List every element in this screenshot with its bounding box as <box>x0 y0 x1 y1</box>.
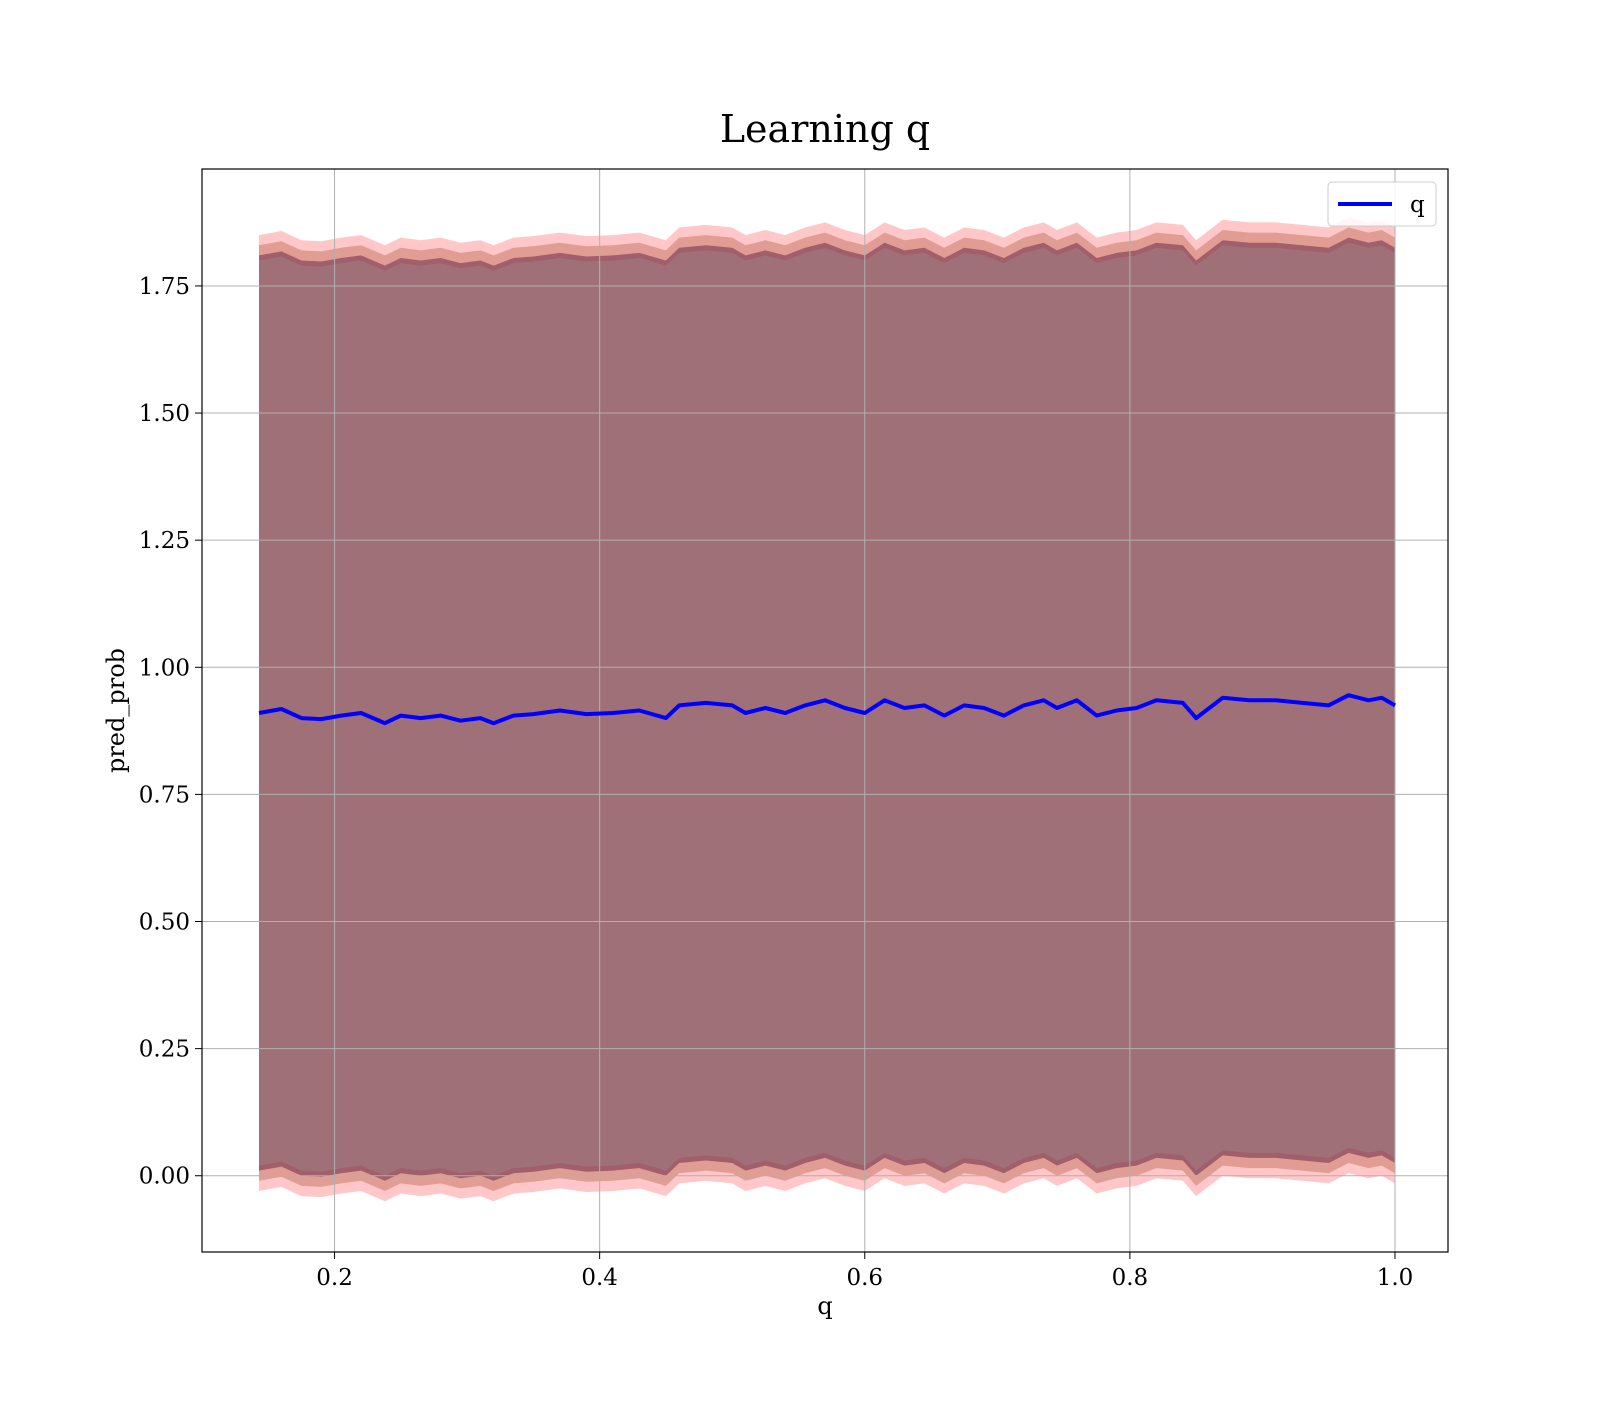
y-tick-label-7: 1.75 <box>139 274 190 300</box>
y-tick-label-6: 1.50 <box>139 401 190 427</box>
grid <box>202 169 1448 1252</box>
legend-label-q: q <box>1410 192 1425 218</box>
x-tick-label-0: 0.2 <box>316 1265 353 1291</box>
y-tick-label-1: 0.25 <box>139 1037 190 1063</box>
series-layer <box>258 693 1396 726</box>
ticks: 0.2 0.4 0.6 0.8 1.0 0.00 0.25 0.50 0.75 1.00 1.25 1… <box>139 274 1413 1291</box>
confidence-bands <box>259 217 1395 1202</box>
series-line-q <box>258 693 1396 726</box>
y-tick-label-3: 0.75 <box>139 782 190 808</box>
x-tick-label-3: 0.8 <box>1112 1265 1149 1291</box>
y-tick-label-0: 0.00 <box>139 1164 190 1190</box>
y-tick-label-4: 1.00 <box>139 655 190 681</box>
x-tick-label-4: 1.0 <box>1377 1265 1414 1291</box>
y-tick-label-2: 0.50 <box>139 910 190 936</box>
legend: q <box>1327 181 1437 227</box>
x-tick-label-1: 0.4 <box>581 1265 618 1291</box>
x-axis-label: q <box>817 1292 832 1320</box>
y-tick-label-5: 1.25 <box>139 528 190 554</box>
x-tick-label-2: 0.6 <box>846 1265 883 1291</box>
chart-title: Learning q <box>720 107 930 151</box>
band-inner-core <box>259 242 1395 1176</box>
axes-frame <box>201 168 1449 1253</box>
y-axis-label: pred_prob <box>102 648 130 773</box>
